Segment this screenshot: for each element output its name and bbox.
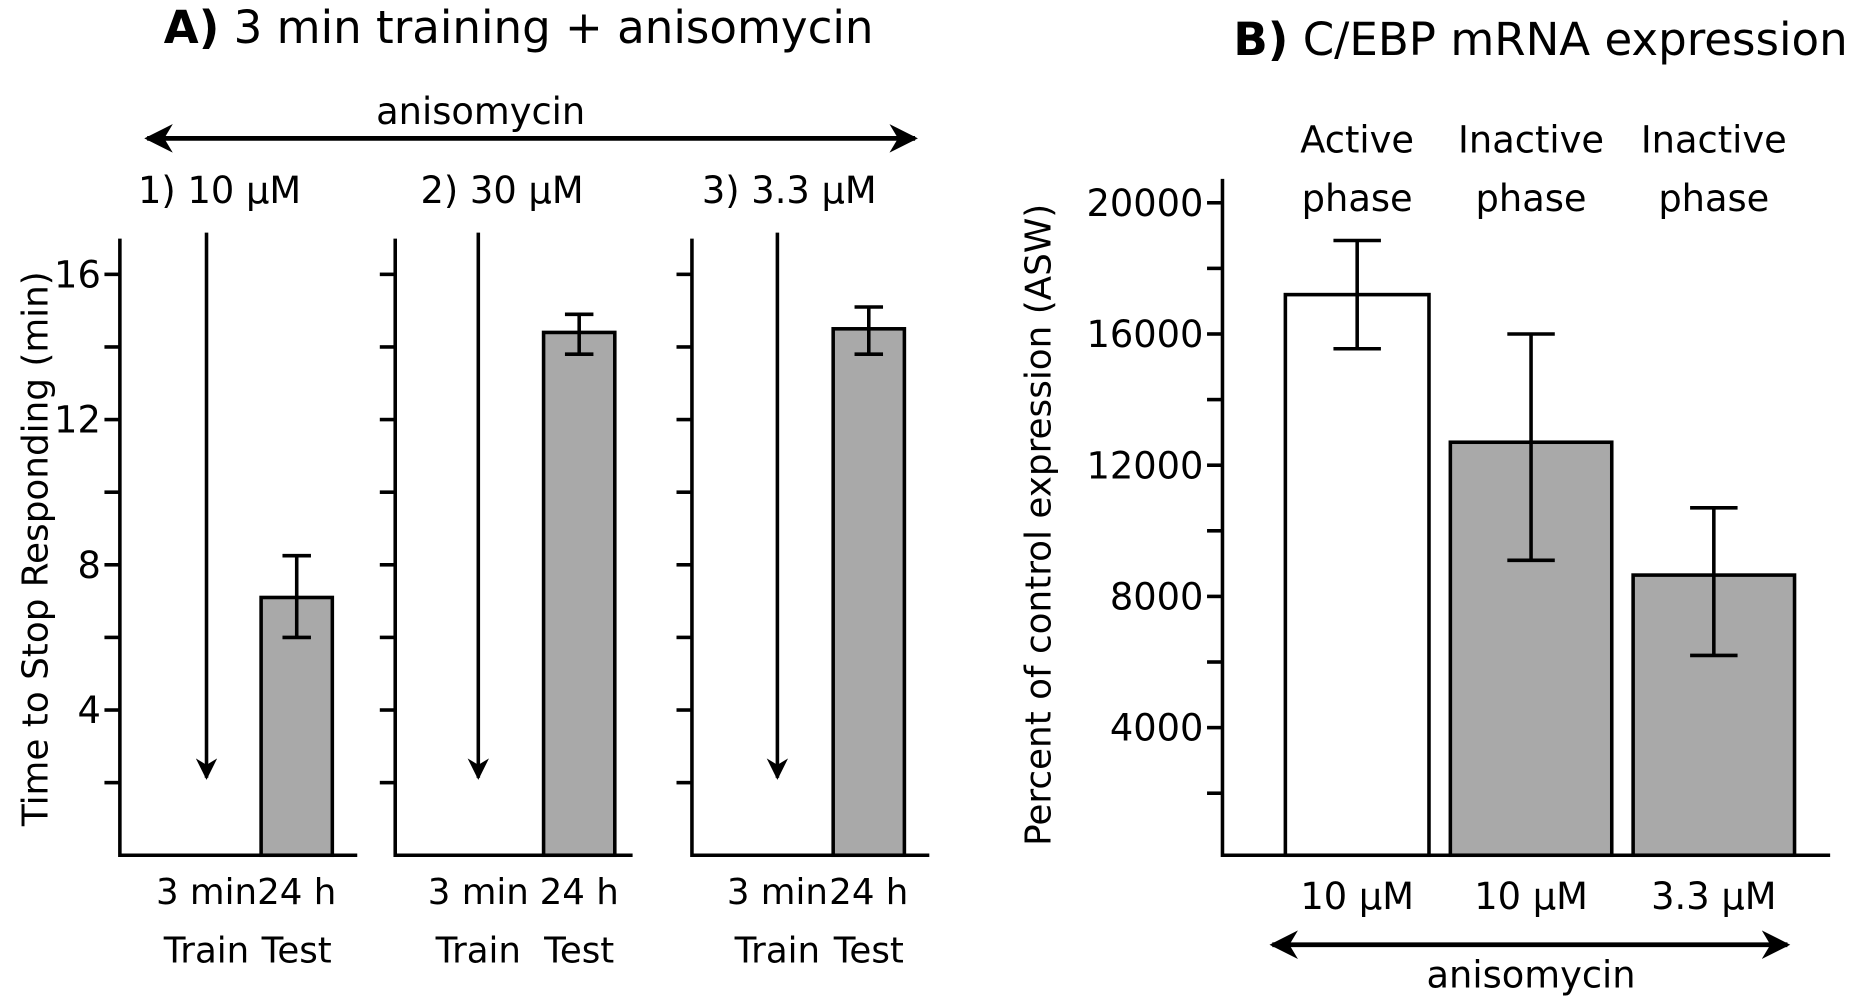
x-label-line1: 3 min (727, 872, 828, 913)
bar-1 (1283, 292, 1431, 858)
x-label-line2: Train (163, 931, 249, 972)
panel-b-title: B) C/EBP mRNA expression (1233, 13, 1847, 66)
x-label-line1: 24 h (540, 872, 619, 913)
y-tick-label: 20000 (1086, 182, 1203, 225)
y-tick-label: 16 (54, 253, 101, 296)
x-label-line2: Train (435, 931, 521, 972)
panel-a-title-text: 3 min training + anisomycin (234, 1, 874, 54)
panel-b-letter: B) (1233, 13, 1288, 66)
y-tick-label: 16000 (1086, 313, 1203, 356)
bar-24h-test (541, 330, 617, 858)
panel-a-ylabel: Time to Stop Responding (min) (16, 271, 57, 827)
bar-24h-test (259, 595, 335, 858)
x-label-line2: Train (734, 931, 820, 972)
x-label-line2: Test (543, 931, 614, 972)
bar-header-line2: phase (1658, 177, 1769, 220)
x-tick-label: 10 µM (1300, 875, 1414, 918)
panel-a-letter: A) (164, 1, 220, 54)
y-tick-label: 12000 (1086, 444, 1203, 487)
bar-header-line1: Inactive (1458, 119, 1604, 162)
panel-a-treatment-label: anisomycin (376, 90, 585, 133)
x-label-line1: 3 min (428, 872, 529, 913)
subpanel-label: 3) 3.3 µM (702, 169, 877, 212)
panel-b-ylabel: Percent of control expression (ASW) (1018, 204, 1059, 846)
subpanel-label: 1) 10 µM (138, 169, 301, 212)
x-tick-label: 3.3 µM (1651, 875, 1776, 918)
bar-header-line1: Active (1300, 119, 1414, 162)
subpanel-2: 2) 30 µM 3 min Train 24 h Test (379, 169, 633, 972)
subpanel-label: 2) 30 µM (420, 169, 583, 212)
bar-header-line2: phase (1476, 177, 1587, 220)
panel-b: 4000 8000 12000 16000 20000 Active phase 10 µM I… (1086, 119, 1831, 918)
y-tick-label: 12 (54, 399, 101, 442)
bar-24h-test (831, 327, 907, 858)
x-label-line1: 24 h (829, 872, 908, 913)
panel-b-treatment-label: anisomycin (1427, 954, 1636, 996)
x-label-line1: 3 min (156, 872, 257, 913)
x-label-line2: Test (261, 931, 332, 972)
panel-a-title: A) 3 min training + anisomycin (164, 1, 874, 54)
x-label-line1: 24 h (257, 872, 336, 913)
y-tick-label: 4000 (1110, 707, 1204, 750)
panel-b-title-text: C/EBP mRNA expression (1303, 13, 1848, 66)
y-tick-label: 4 (77, 689, 100, 732)
x-label-line2: Test (833, 931, 904, 972)
bar-header-line2: phase (1302, 177, 1413, 220)
x-tick-label: 10 µM (1474, 875, 1588, 918)
y-tick-label: 8000 (1110, 575, 1204, 618)
bar-header-line1: Inactive (1641, 119, 1787, 162)
y-tick-label: 8 (77, 544, 100, 587)
